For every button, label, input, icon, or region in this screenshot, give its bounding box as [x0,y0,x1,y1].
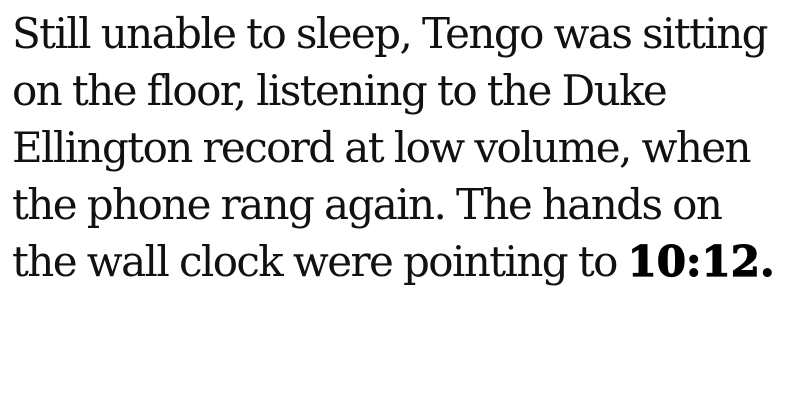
passage-line-3: Ellington record at low volume, when [12,123,752,172]
passage-line-2: on the floor, listening to the Duke [12,66,668,115]
novel-passage: Still unable to sleep, Tengo was sitting… [12,5,792,290]
passage-line-5: the wall clock were pointing to 10:12. [12,233,792,290]
clock-time: 10:12. [627,236,775,286]
passage-line-4: the phone rang again. The hands on [12,180,723,229]
passage-line-5-text: the wall clock were pointing to [12,237,618,286]
passage-line-1: Still unable to sleep, Tengo was sitting [12,9,769,58]
